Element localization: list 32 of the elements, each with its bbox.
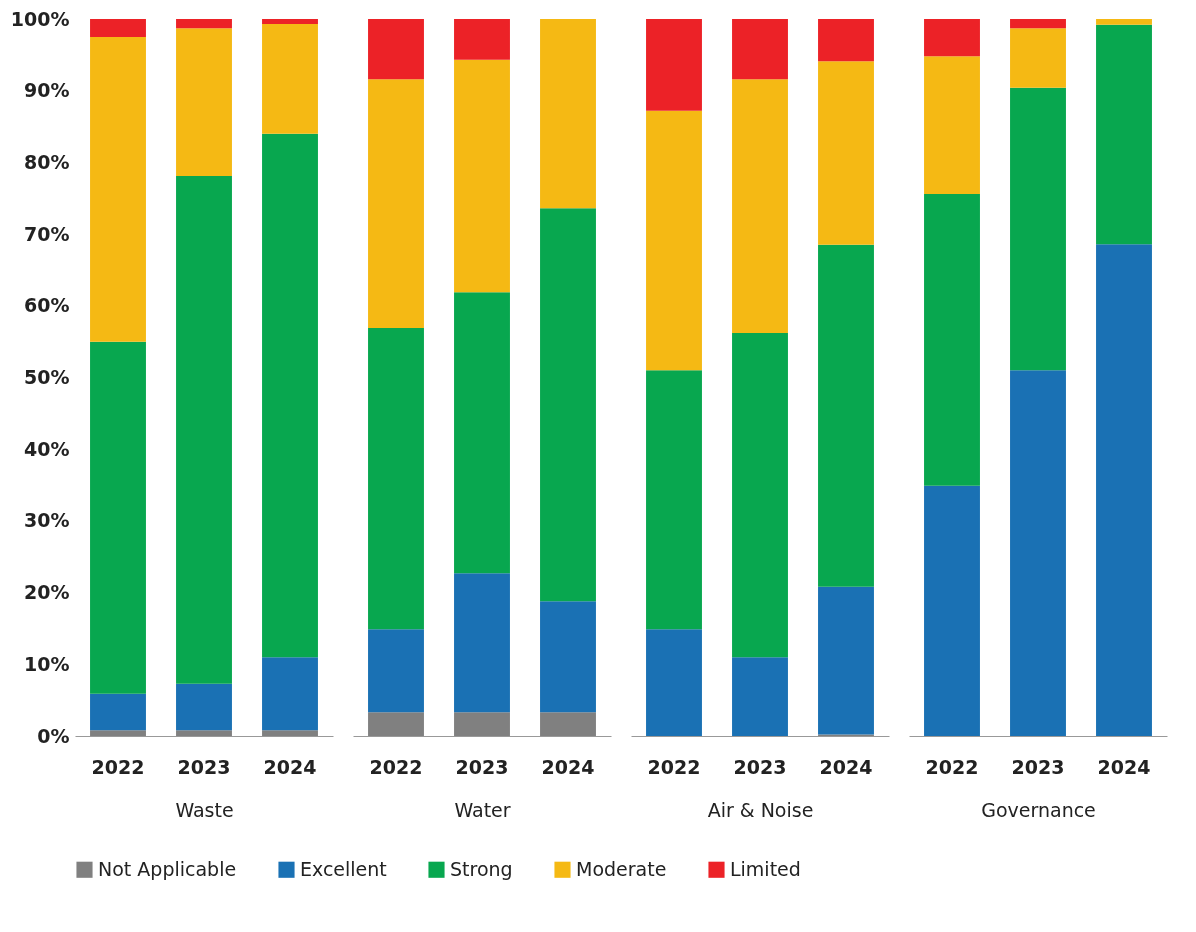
x-axis-title: Air & Noise	[707, 798, 814, 821]
y-tick-label: 90%	[24, 79, 70, 102]
y-tick-label: 70%	[24, 222, 70, 245]
x-tick-label: 2023	[177, 755, 231, 778]
y-tick-label: 20%	[24, 581, 70, 604]
legend-label: Not Applicable	[98, 857, 237, 880]
y-tick-label: 10%	[24, 652, 70, 675]
x-tick-label: 2023	[733, 755, 787, 778]
y-tick-label: 40%	[24, 437, 70, 460]
y-tick-label: 100%	[10, 7, 70, 30]
x-tick-label: 2023	[455, 755, 509, 778]
legend-label: Moderate	[576, 857, 667, 880]
y-tick-label: 0%	[37, 724, 70, 747]
x-tick-label: 2024	[263, 755, 317, 778]
x-tick-label: 2024	[819, 755, 873, 778]
x-axis-title: Governance	[981, 798, 1096, 821]
y-tick-label: 50%	[24, 366, 70, 388]
y-tick-label: 60%	[24, 294, 70, 317]
x-tick-label: 2022	[647, 755, 701, 778]
x-axis-title: Water	[454, 798, 511, 821]
y-tick-label: 80%	[24, 150, 70, 173]
x-tick-label: 2024	[1097, 755, 1151, 778]
x-axis-title: Waste	[175, 798, 234, 821]
x-tick-label: 2022	[91, 755, 145, 778]
x-tick-label: 2022	[369, 755, 423, 778]
legend-label: Strong	[450, 857, 513, 880]
x-tick-label: 2022	[925, 755, 979, 778]
legend-label: Limited	[730, 857, 801, 880]
x-tick-label: 2023	[1011, 755, 1065, 778]
legend-label: Excellent	[300, 857, 387, 880]
x-tick-label: 2024	[541, 755, 595, 778]
y-tick-label: 30%	[24, 509, 70, 532]
